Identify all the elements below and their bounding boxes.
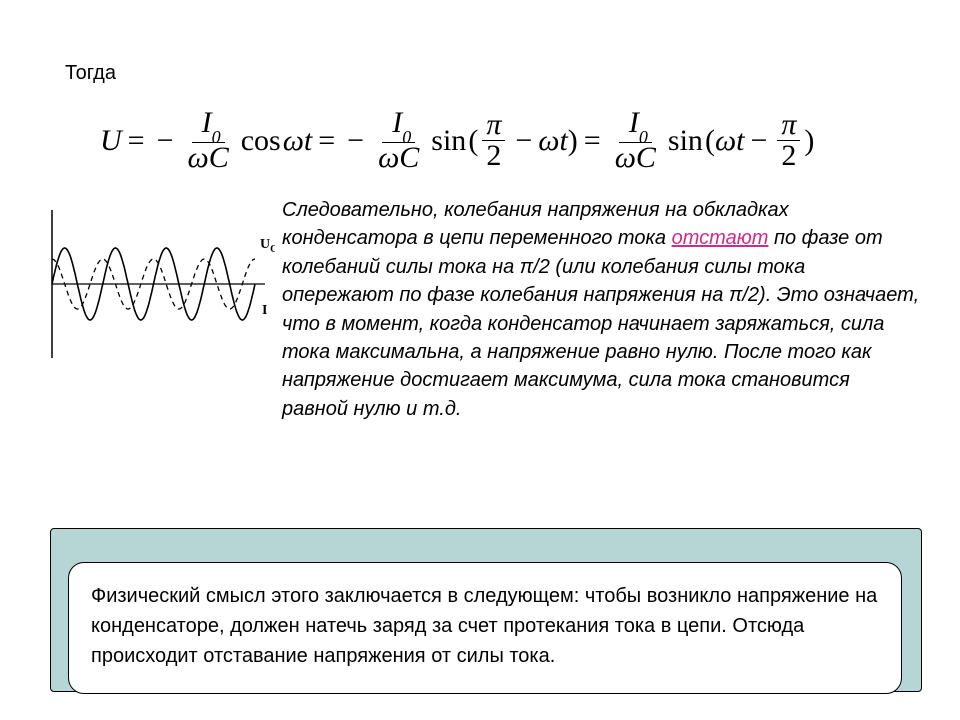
label-i: I [262, 303, 267, 318]
eq-sin2: sin [668, 124, 703, 158]
explanation-text: Следовательно, колебания напряжения на о… [275, 196, 920, 423]
eq-minus1: − [157, 124, 174, 158]
eq-cos: cos [241, 124, 281, 158]
eq-lhs: U [100, 124, 122, 158]
eq-minus3: − [515, 124, 532, 158]
eq-sin1: sin [431, 124, 466, 158]
phase-diagram-svg: UC I [40, 204, 275, 364]
eq-wt3: ωt [715, 124, 745, 158]
eq-frac3: I0 ωC [611, 108, 660, 173]
callout-box: Физический смысл этого заключается в сле… [68, 562, 902, 694]
body-highlight: отстают [672, 227, 769, 249]
label-uc: UC [260, 237, 275, 255]
eq-eq3: = [584, 124, 601, 158]
callout-text: Физический смысл этого заключается в сле… [91, 585, 877, 667]
eq-lp2: ( [705, 124, 715, 158]
eq-lp1: ( [468, 124, 478, 158]
phase-diagram: UC I [40, 196, 275, 364]
eq-eq1: = [128, 124, 145, 158]
eq-rp1: ) [568, 124, 578, 158]
slide: Тогда U = − I0 ωC cos ωt = − I0 ωC sin (… [0, 0, 960, 720]
eq-wt1: ωt [283, 124, 313, 158]
eq-eq2: = [318, 124, 335, 158]
eq-frac-pi1: π 2 [482, 110, 505, 171]
eq-wt2: ωt [538, 124, 568, 158]
eq-minus4: − [750, 124, 767, 158]
eq-frac2: I0 ωC [374, 108, 423, 173]
body-pi2b: π/2 [729, 284, 759, 306]
eq-minus2: − [347, 124, 364, 158]
body-row: UC I Следовательно, колебания напряжения… [40, 196, 920, 423]
callout: Физический смысл этого заключается в сле… [50, 510, 920, 690]
equation: U = − I0 ωC cos ωt = − I0 ωC sin ( π 2 −… [100, 108, 814, 173]
eq-rp2: ) [804, 124, 814, 158]
eq-frac1: I0 ωC [184, 108, 233, 173]
eq-frac-pi2: π 2 [777, 110, 800, 171]
body-pi2a: π/2 [520, 256, 550, 278]
intro-text: Тогда [65, 62, 116, 85]
